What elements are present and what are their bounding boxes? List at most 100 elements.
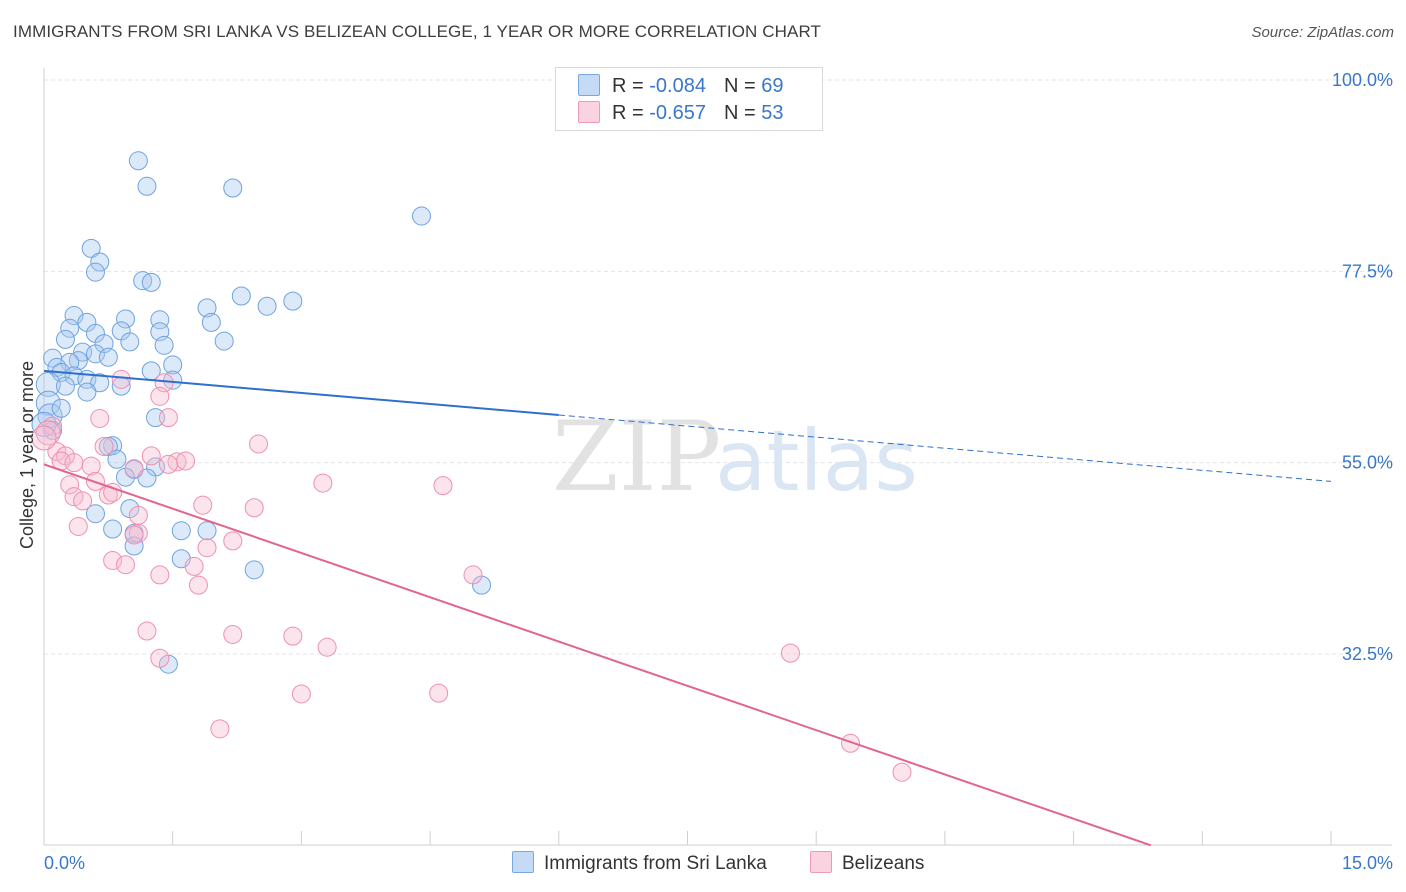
point-belizeans bbox=[64, 487, 84, 507]
point-belizeans bbox=[197, 538, 217, 558]
point-sri-lanka bbox=[90, 373, 110, 393]
trend-line-belizeans bbox=[43, 463, 1152, 847]
point-belizeans bbox=[193, 495, 213, 515]
point-sri-lanka bbox=[412, 206, 432, 226]
point-belizeans bbox=[158, 454, 178, 474]
point-sri-lanka bbox=[60, 318, 80, 338]
point-sri-lanka bbox=[128, 151, 148, 171]
point-belizeans bbox=[103, 482, 123, 502]
legend-item-sri-lanka[interactable]: Immigrants from Sri Lanka bbox=[512, 851, 767, 875]
point-belizeans bbox=[429, 683, 449, 703]
point-belizeans bbox=[116, 555, 136, 575]
point-belizeans bbox=[283, 626, 303, 646]
watermark-atlas: atlas bbox=[715, 412, 918, 510]
point-sri-lanka bbox=[90, 252, 110, 272]
point-belizeans bbox=[433, 476, 453, 496]
n-label: N = bbox=[723, 102, 762, 124]
r-label: R = bbox=[612, 75, 650, 97]
point-belizeans bbox=[137, 621, 157, 641]
point-sri-lanka bbox=[197, 298, 217, 318]
chart-title: IMMIGRANTS FROM SRI LANKA VS BELIZEAN CO… bbox=[13, 22, 822, 41]
point-sri-lanka bbox=[116, 309, 136, 329]
point-sri-lanka bbox=[163, 355, 183, 375]
point-sri-lanka bbox=[244, 560, 264, 580]
point-belizeans bbox=[103, 550, 123, 570]
point-belizeans bbox=[150, 565, 170, 585]
point-sri-lanka bbox=[223, 178, 243, 198]
point-belizeans bbox=[124, 459, 144, 479]
point-belizeans bbox=[158, 408, 178, 428]
y-axis-label: College, 1 year or more bbox=[17, 361, 37, 549]
grid-lines bbox=[44, 79, 1392, 655]
point-sri-lanka bbox=[35, 371, 61, 397]
point-belizeans bbox=[291, 684, 311, 704]
legend-label-sri-lanka: Immigrants from Sri Lanka bbox=[544, 853, 767, 874]
point-sri-lanka bbox=[85, 262, 105, 282]
data-points bbox=[31, 151, 912, 782]
point-sri-lanka bbox=[137, 176, 157, 196]
point-sri-lanka bbox=[154, 335, 174, 355]
point-belizeans bbox=[90, 408, 110, 428]
point-sri-lanka bbox=[201, 312, 221, 332]
n-value-sri-lanka: 69 bbox=[761, 75, 784, 97]
point-sri-lanka bbox=[120, 332, 140, 352]
point-sri-lanka bbox=[197, 521, 217, 541]
trend-line-sri-lanka bbox=[43, 369, 559, 417]
point-belizeans bbox=[313, 473, 333, 493]
legend-item-belizeans[interactable]: Belizeans bbox=[810, 851, 924, 875]
n-label: N = bbox=[723, 75, 762, 97]
y-tick-label: 77.5% bbox=[1342, 261, 1393, 281]
point-belizeans bbox=[210, 719, 230, 739]
point-belizeans bbox=[150, 386, 170, 406]
trend-lines bbox=[43, 369, 1332, 847]
point-sri-lanka bbox=[35, 390, 61, 416]
point-sri-lanka bbox=[137, 468, 157, 488]
trend-line-sri-lanka-extrapolated bbox=[558, 414, 1332, 482]
n-value-belizeans: 53 bbox=[761, 102, 784, 124]
point-belizeans bbox=[64, 453, 84, 473]
swatch-sri-lanka bbox=[512, 851, 534, 873]
point-sri-lanka bbox=[43, 348, 63, 368]
point-belizeans bbox=[128, 505, 148, 525]
point-belizeans bbox=[150, 648, 170, 668]
tick-labels: 32.5% 55.0% 77.5% 100.0% 0.0% 15.0% bbox=[44, 70, 1393, 873]
point-sri-lanka bbox=[85, 504, 105, 524]
point-belizeans bbox=[81, 456, 101, 476]
point-sri-lanka bbox=[103, 519, 123, 539]
point-sri-lanka bbox=[141, 272, 161, 292]
series-legend: Immigrants from Sri Lanka Belizeans bbox=[0, 851, 1406, 877]
swatch-belizeans bbox=[578, 101, 600, 123]
point-belizeans bbox=[68, 516, 88, 536]
point-sri-lanka bbox=[107, 449, 127, 469]
point-sri-lanka bbox=[98, 347, 118, 367]
point-sri-lanka bbox=[77, 382, 97, 402]
point-sri-lanka bbox=[124, 536, 144, 556]
point-belizeans bbox=[94, 437, 114, 457]
x-tick-label: 0.0% bbox=[44, 853, 85, 873]
point-belizeans bbox=[244, 498, 264, 518]
r-label: R = bbox=[612, 102, 650, 124]
point-sri-lanka bbox=[55, 329, 75, 349]
point-sri-lanka bbox=[81, 238, 101, 258]
x-tick-label: 15.0% bbox=[1342, 853, 1393, 873]
point-sri-lanka bbox=[214, 331, 234, 351]
point-belizeans bbox=[31, 425, 57, 451]
y-tick-label: 32.5% bbox=[1342, 644, 1393, 664]
correlation-legend: R = -0.084 N = 69 R = -0.657 N = 53 bbox=[555, 67, 823, 131]
watermark-zip: ZIP bbox=[552, 401, 721, 513]
point-belizeans bbox=[841, 733, 861, 753]
swatch-sri-lanka bbox=[578, 74, 600, 96]
point-belizeans bbox=[35, 420, 61, 446]
point-belizeans bbox=[188, 575, 208, 595]
point-belizeans bbox=[223, 531, 243, 551]
legend-row-sri-lanka: R = -0.084 N = 69 bbox=[578, 74, 783, 100]
point-belizeans bbox=[176, 451, 196, 471]
point-belizeans bbox=[780, 643, 800, 663]
axes bbox=[43, 68, 1392, 846]
point-belizeans bbox=[463, 565, 483, 585]
point-sri-lanka bbox=[257, 296, 277, 316]
point-belizeans bbox=[73, 491, 93, 511]
point-belizeans bbox=[184, 556, 204, 576]
legend-label-belizeans: Belizeans bbox=[842, 853, 925, 874]
